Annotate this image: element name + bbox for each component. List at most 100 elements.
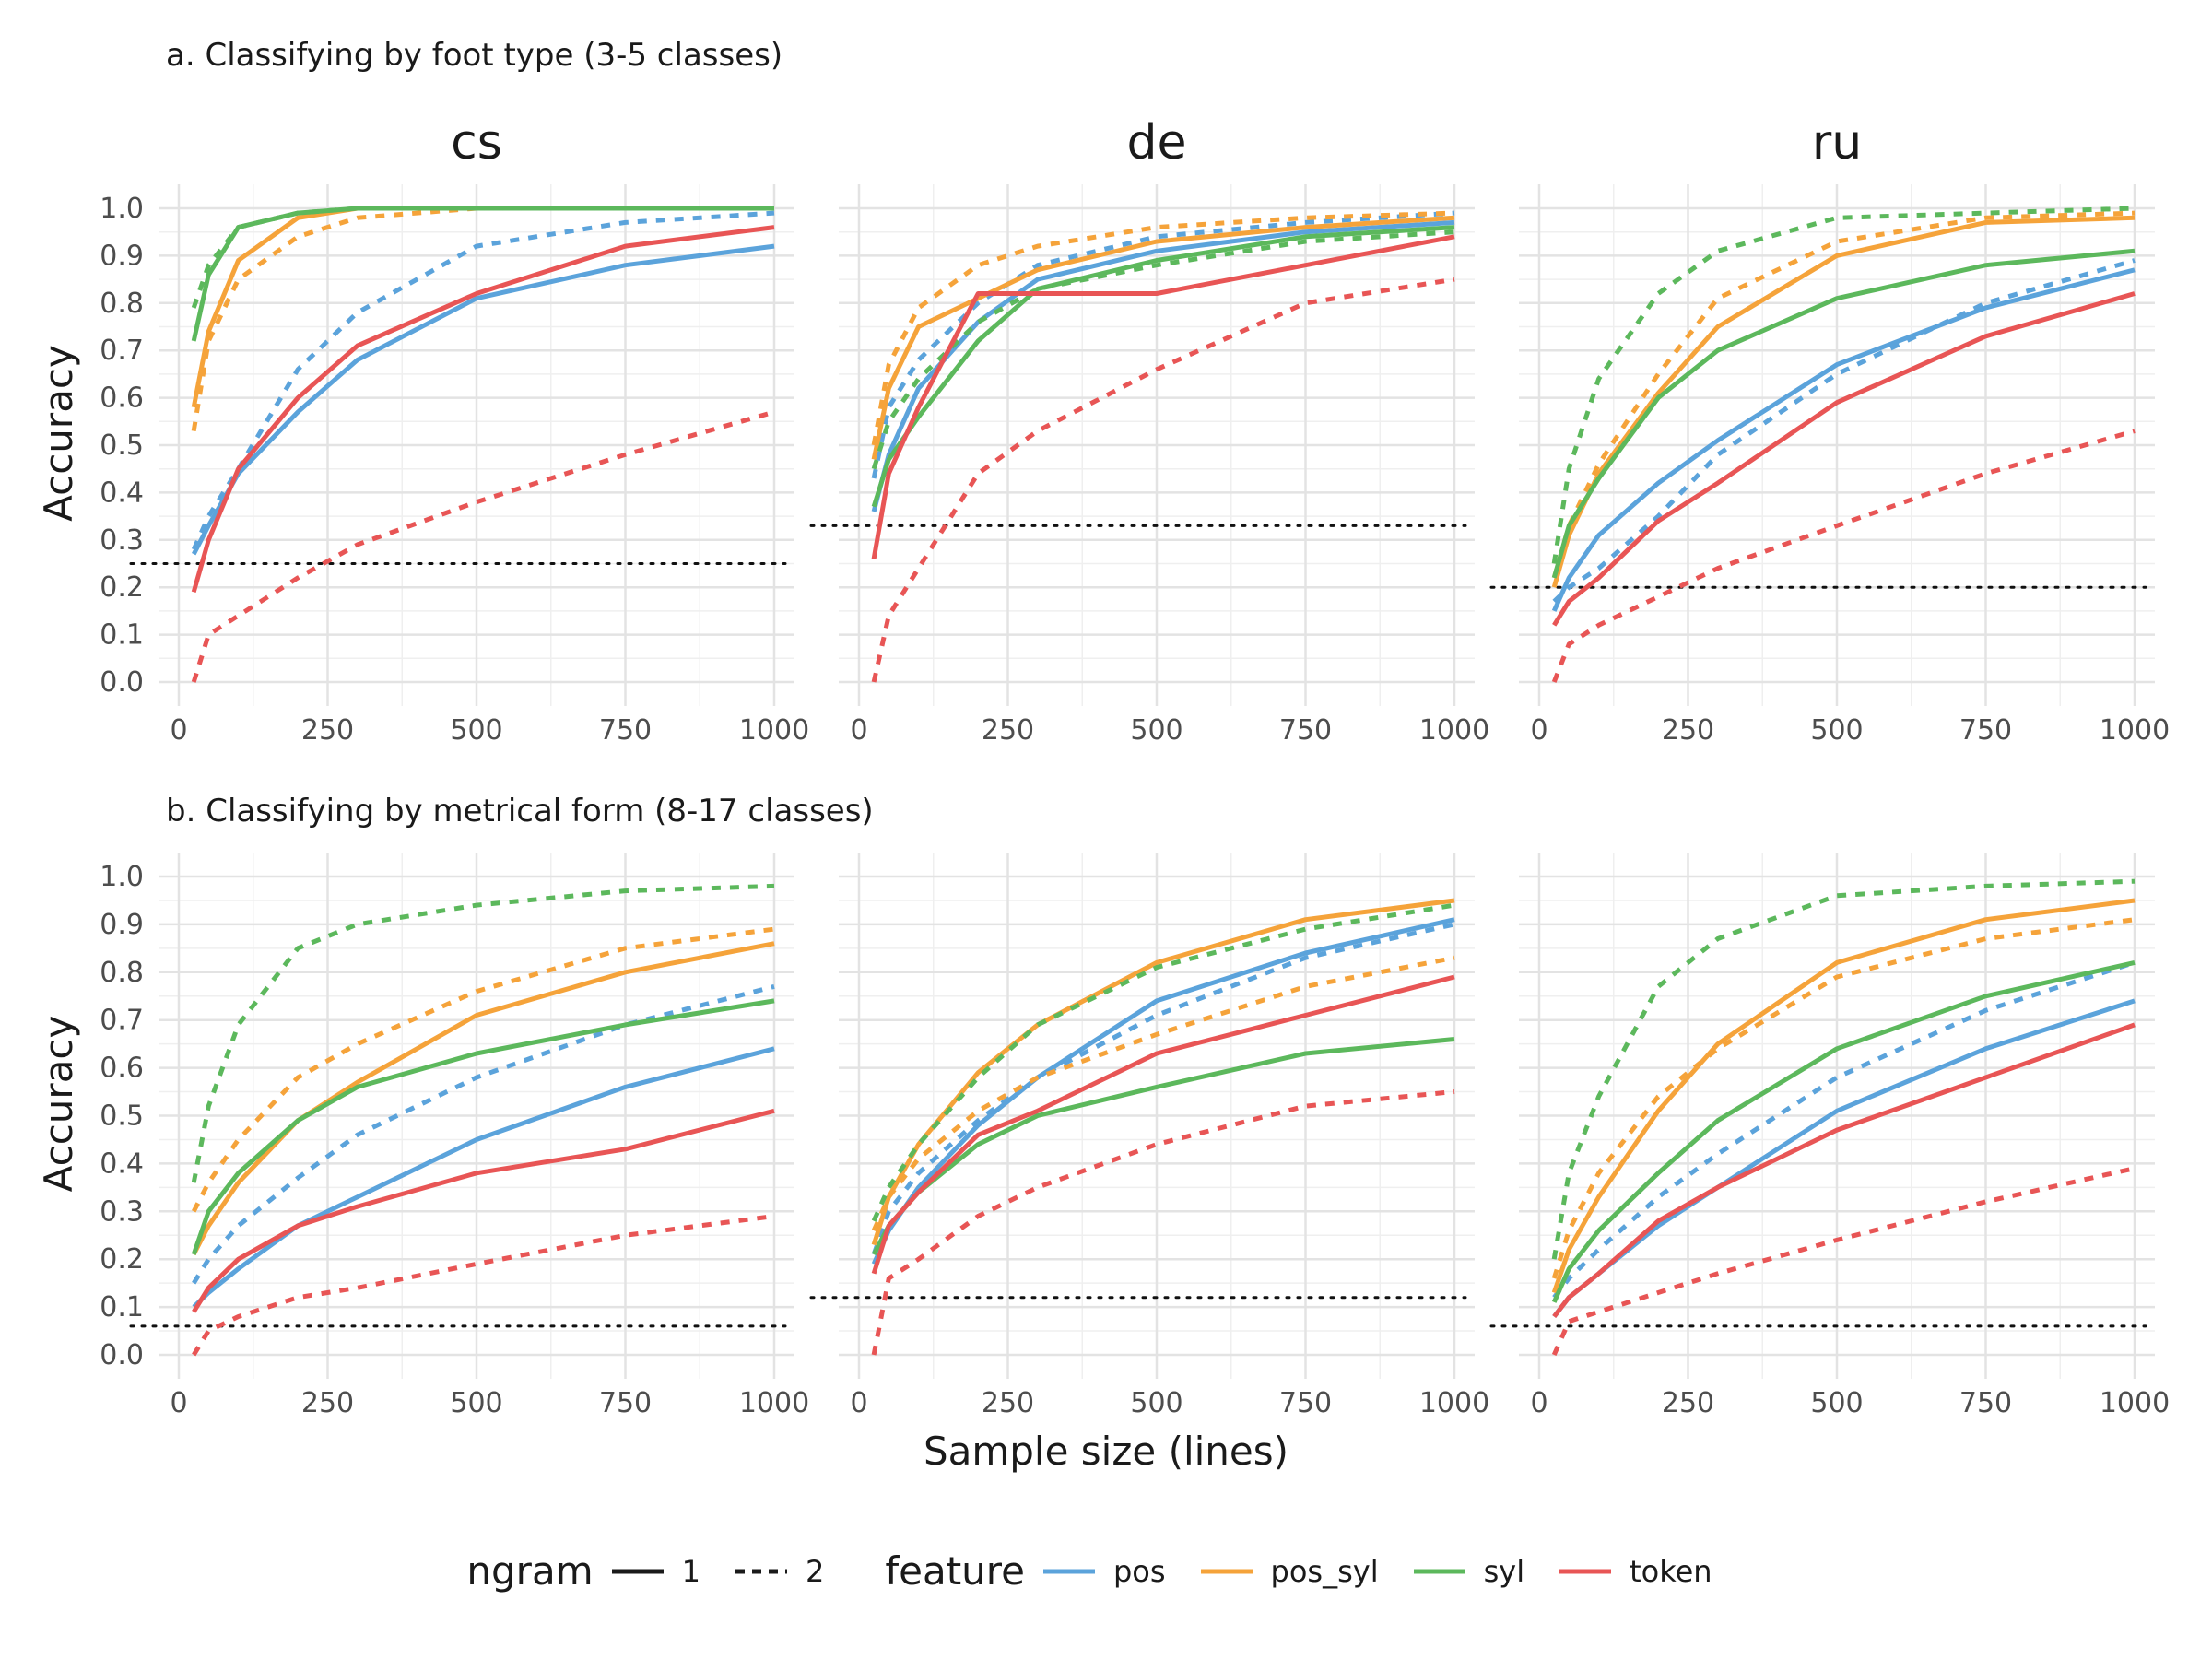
x-tick-label: 750: [599, 1387, 652, 1419]
series-line-token-ngram2: [1551, 429, 2136, 683]
series-line-token-ngram1: [871, 974, 1455, 1275]
x-tick-label: 1000: [2100, 1387, 2170, 1419]
y-tick-label: 0.5: [100, 1100, 144, 1133]
legend-ngram-item: 1: [610, 1554, 700, 1589]
x-tick-label: 250: [301, 714, 354, 747]
series-line-syl-ngram1: [1551, 959, 2136, 1303]
series-line-pos-syl-ngram2: [871, 955, 1455, 1232]
series-line-pos-ngram1: [871, 219, 1455, 512]
legend-ngram-title: ngram: [466, 1548, 594, 1594]
x-tick-label: 500: [1130, 1387, 1182, 1419]
series-line-pos-ngram1: [191, 243, 775, 556]
series-line-pos-syl-ngram1: [1551, 215, 2136, 588]
x-tick-label: 500: [450, 1387, 502, 1419]
series-line-token-ngram2: [871, 276, 1455, 683]
series-line-pos-syl-ngram1: [871, 215, 1455, 460]
y-tick-label: 0.1: [100, 1291, 144, 1324]
series-line-syl-ngram1: [871, 225, 1455, 508]
y-tick-label: 0.2: [100, 571, 144, 604]
legend-ngram-label: 1: [681, 1553, 700, 1589]
legend-pos-syl-swatch: [1200, 1569, 1253, 1573]
x-tick-label: 500: [1810, 1387, 1863, 1419]
series-line-token-ngram1: [191, 225, 775, 593]
x-tick-label: 750: [1959, 1387, 2012, 1419]
x-tick-label: 0: [1530, 1387, 1547, 1419]
series-line-syl-ngram2: [1551, 206, 2136, 564]
x-tick-label: 1000: [1419, 714, 1489, 747]
x-axis-label: Sample size (lines): [923, 1429, 1289, 1474]
series-line-token-ngram1: [192, 1108, 775, 1313]
x-tick-label: 250: [1662, 1387, 1714, 1419]
x-tick-label: 1000: [739, 714, 809, 747]
series-line-pos-syl-ngram2: [191, 926, 775, 1213]
series-line-pos-ngram2: [191, 210, 775, 551]
series-line-syl-ngram1: [871, 1037, 1455, 1256]
legend-feature-item: pos: [1041, 1554, 1166, 1589]
x-tick-label: 250: [982, 1387, 1034, 1419]
row-a-title: a. Classifying by foot type (3-5 classes…: [166, 37, 783, 74]
x-tick-label: 750: [1279, 714, 1332, 747]
series-line-token-ngram2: [191, 409, 775, 683]
legend-ngram-item: 2: [734, 1554, 824, 1589]
legend-solid-line-icon: [611, 1569, 664, 1573]
legend-feature-item: token: [1558, 1554, 1712, 1589]
y-tick-label: 1.0: [100, 861, 144, 893]
y-tick-label: 0.7: [100, 1005, 144, 1037]
series-line-pos-syl-ngram2: [1551, 917, 2136, 1279]
x-tick-label: 1000: [1419, 1387, 1489, 1419]
y-tick-label: 0.2: [100, 1243, 144, 1276]
y-tick-label: 0.4: [100, 477, 144, 509]
x-tick-label: 0: [170, 714, 187, 747]
series-line-pos-ngram2: [1552, 258, 2136, 604]
series-line-pos-syl-ngram2: [1551, 210, 2136, 579]
series-line-syl-ngram1: [191, 998, 775, 1255]
y-tick-label: 0.7: [100, 335, 144, 367]
series-line-pos-ngram1: [192, 1046, 775, 1309]
y-tick-label: 0.0: [100, 1339, 144, 1371]
series-line-pos-ngram2: [192, 983, 775, 1285]
legend-feature-item: syl: [1412, 1553, 1525, 1589]
series-line-pos-ngram2: [1552, 960, 2136, 1300]
y-tick-label: 0.5: [100, 429, 144, 462]
series-line-syl-ngram2: [1551, 878, 2136, 1260]
legend-feature-title: feature: [885, 1548, 1025, 1594]
legend-feature-label: syl: [1483, 1553, 1525, 1589]
legend-feature-item: pos_syl: [1199, 1554, 1379, 1589]
series-line-token-ngram2: [1551, 1166, 2136, 1357]
x-tick-label: 750: [599, 714, 652, 747]
x-tick-label: 500: [450, 714, 502, 747]
y-axis-label: Accuracy: [36, 345, 81, 522]
x-tick-label: 0: [850, 714, 867, 747]
x-tick-label: 250: [1662, 714, 1714, 747]
y-tick-label: 1.0: [100, 193, 144, 225]
y-tick-label: 0.8: [100, 288, 144, 320]
x-tick-label: 1000: [2100, 714, 2170, 747]
x-tick-label: 250: [301, 1387, 354, 1419]
x-tick-label: 0: [170, 1387, 187, 1419]
x-tick-label: 750: [1279, 1387, 1332, 1419]
legend-token-swatch: [1559, 1569, 1612, 1573]
series-line-pos-ngram2: [871, 922, 1455, 1255]
series-line-syl-ngram2: [871, 229, 1455, 470]
legend-feature-label: pos: [1112, 1553, 1166, 1589]
series-line-pos-syl-ngram2: [871, 210, 1455, 446]
legend-dashed-line-icon: [735, 1569, 787, 1573]
legend-feature-label: token: [1630, 1553, 1712, 1589]
x-tick-label: 0: [1530, 714, 1547, 747]
facet-label: de: [1127, 115, 1187, 171]
facet-label: cs: [451, 115, 502, 171]
y-tick-label: 0.6: [100, 1053, 144, 1085]
y-tick-label: 0.9: [100, 240, 144, 272]
series-line-token-ngram2: [871, 1089, 1455, 1356]
row-b-title: b. Classifying by metrical form (8-17 cl…: [166, 793, 874, 830]
y-tick-label: 0.3: [100, 524, 144, 557]
facet-label: ru: [1812, 115, 1862, 171]
legend-syl-swatch: [1413, 1569, 1465, 1573]
series-line-token-ngram1: [1552, 291, 2136, 627]
series-line-token-ngram2: [192, 1214, 775, 1357]
series-line-pos-syl-ngram1: [871, 898, 1455, 1246]
series-line-syl-ngram2: [191, 883, 775, 1183]
y-tick-label: 0.8: [100, 957, 144, 989]
